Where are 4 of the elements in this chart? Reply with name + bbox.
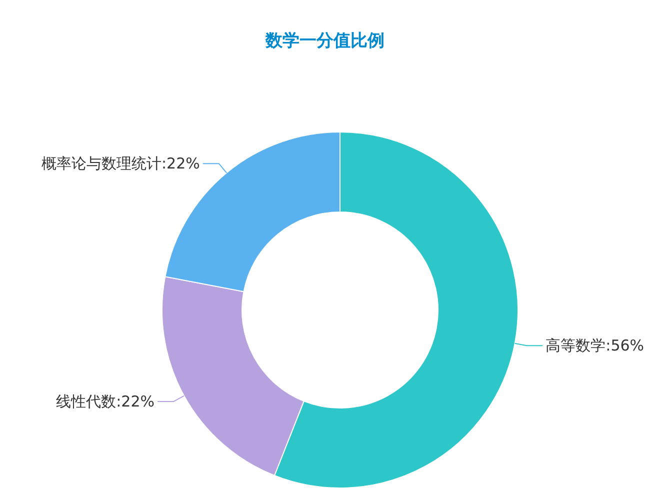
slice-label: 高等数学:56% — [546, 336, 644, 355]
slice-label: 线性代数:22% — [56, 392, 154, 411]
chart-title: 数学一分值比例 — [264, 31, 384, 51]
slice-label: 概率论与数理统计:22% — [41, 154, 200, 173]
